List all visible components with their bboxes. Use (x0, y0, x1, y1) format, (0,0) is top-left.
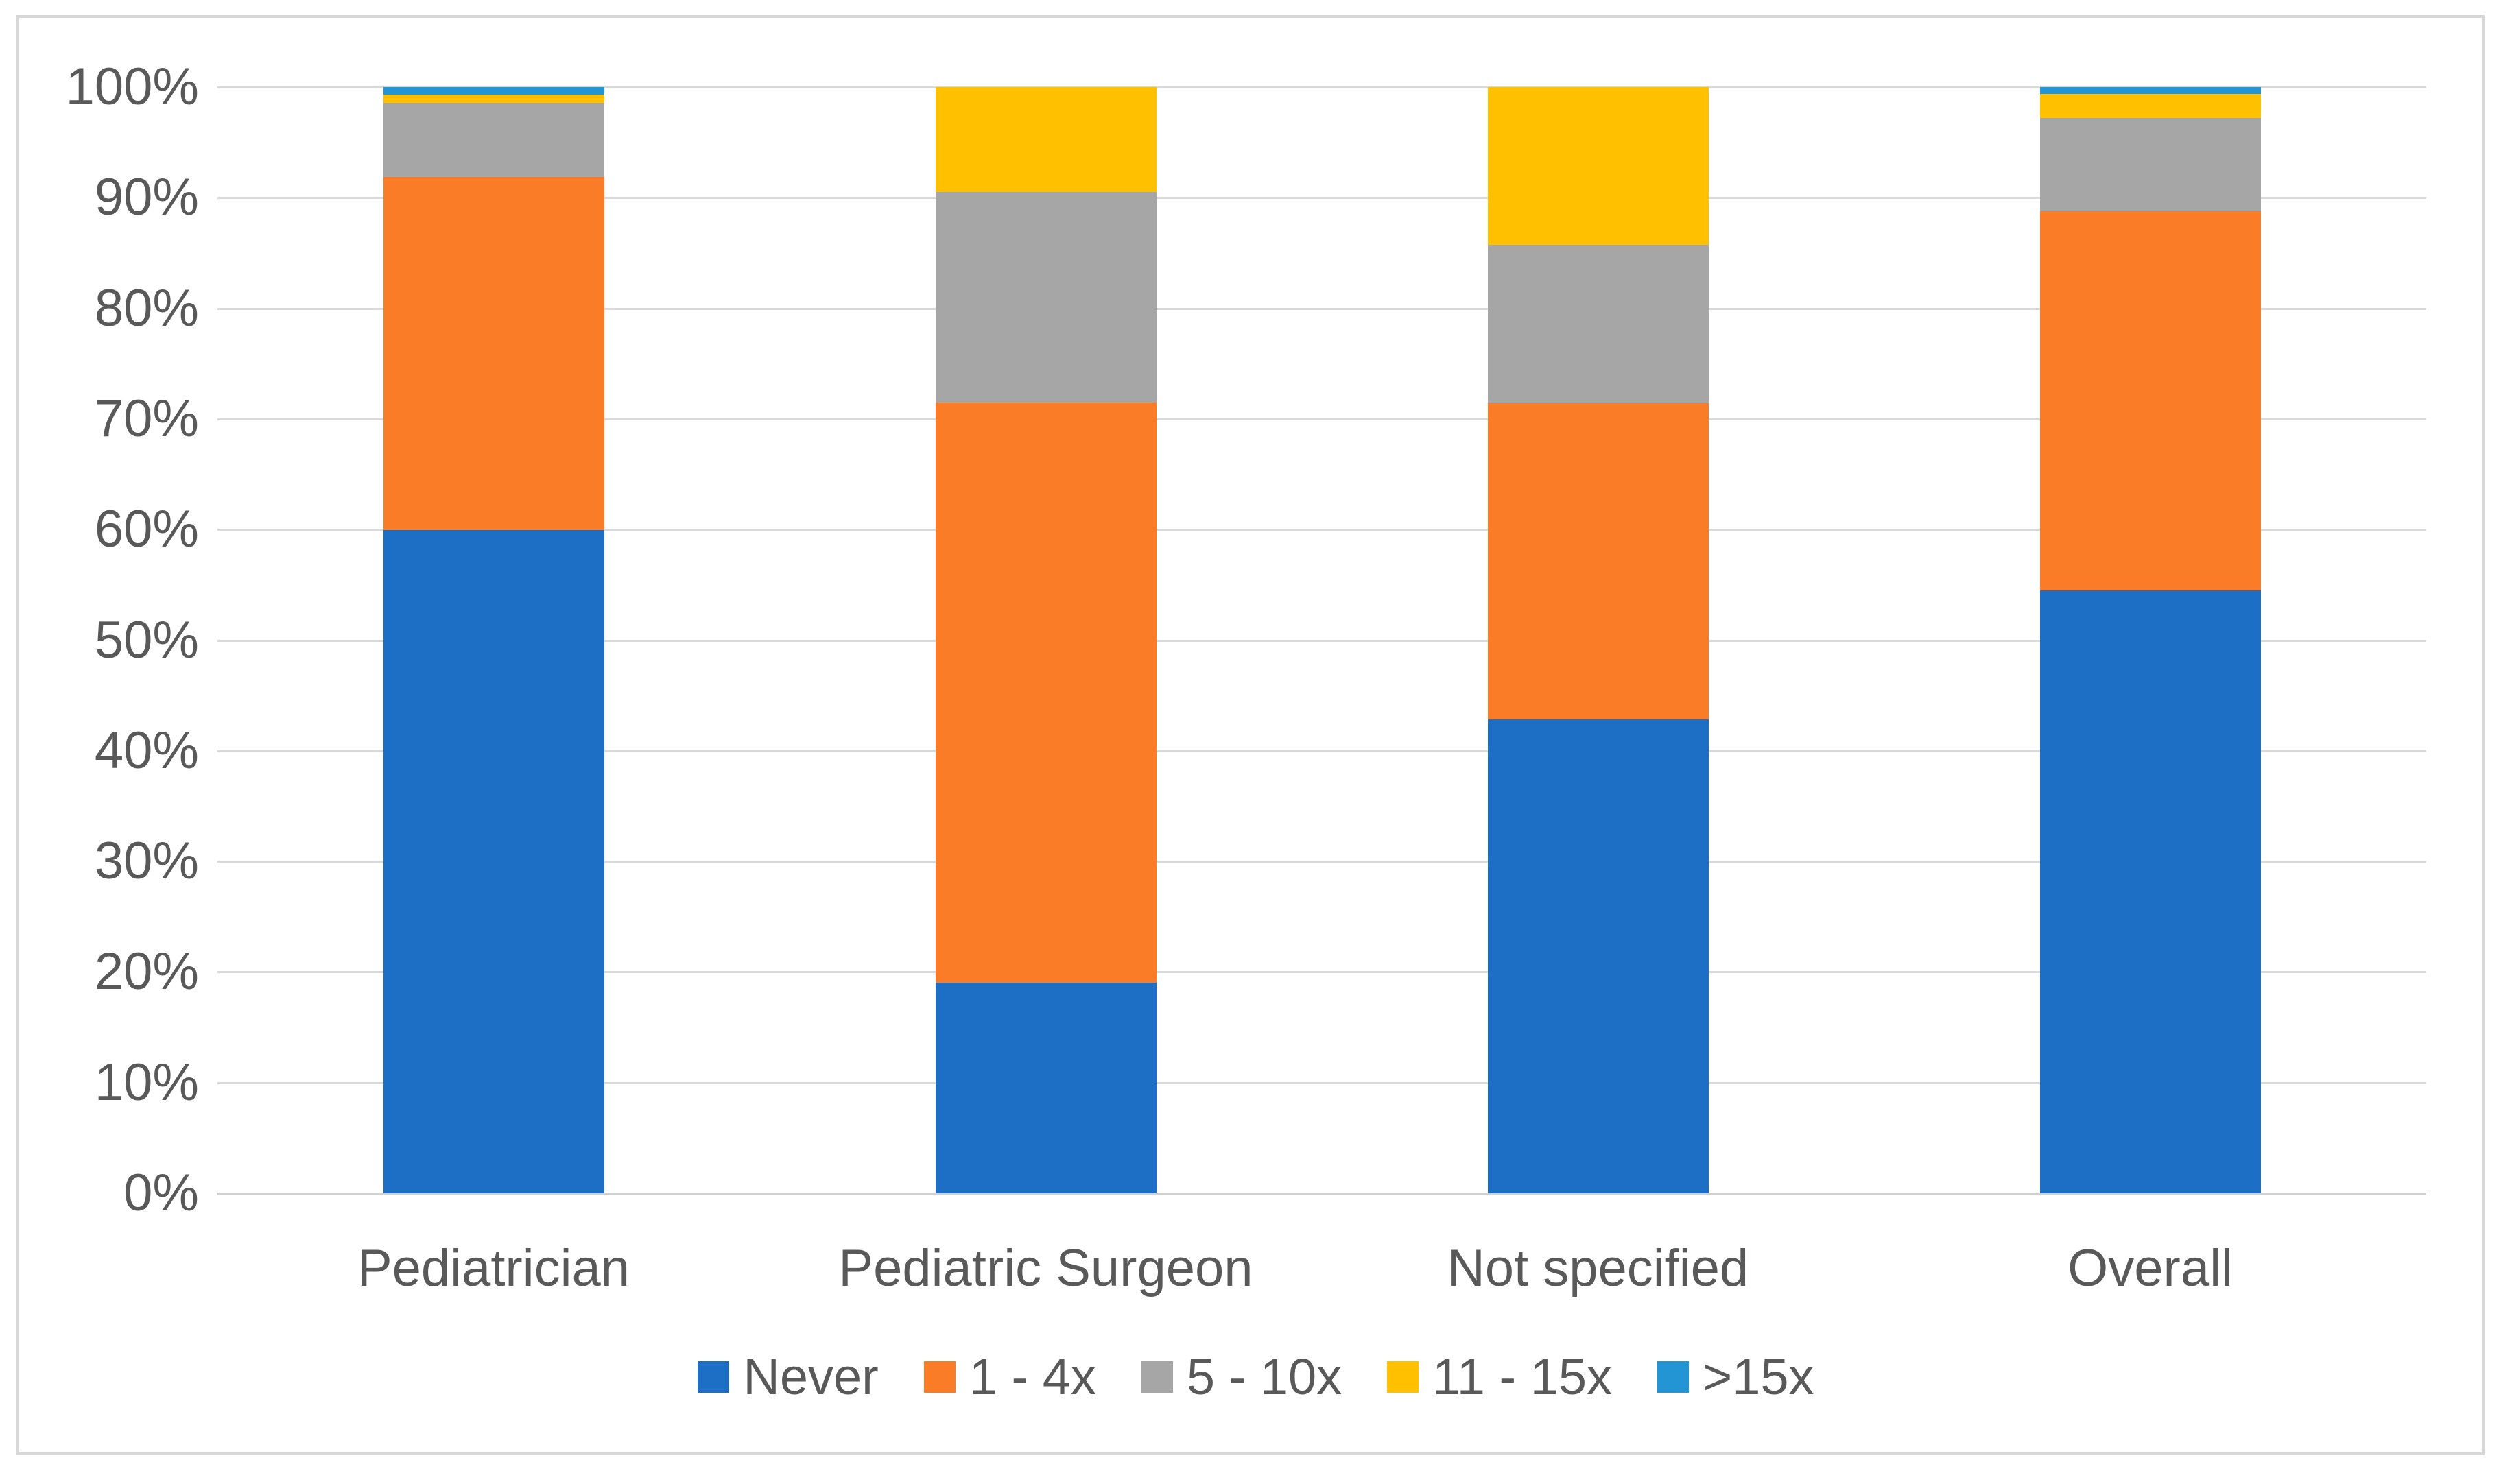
y-tick-label-80: 80% (94, 278, 199, 337)
y-tick-label-90: 90% (94, 168, 199, 227)
legend-marker-never-icon (698, 1361, 730, 1393)
segment-pediatrician-11-15x (383, 95, 604, 103)
legend-marker-5-10x-icon (1141, 1361, 1173, 1393)
legend-label-1-4x: 1 - 4x (969, 1348, 1096, 1405)
segment-overall-never (2039, 590, 2261, 1193)
y-tick-label-50: 50% (94, 610, 199, 669)
bar-pediatrician (383, 87, 604, 1193)
gridline-100 (217, 86, 2426, 88)
y-tick-label-0: 0% (123, 1164, 199, 1222)
bar-overall (2039, 87, 2261, 1193)
gridline-40 (217, 750, 2426, 752)
segment-pediatrician-5-10x (383, 102, 604, 177)
segment-not-specified-1-4x (1487, 403, 1709, 719)
gridline-30 (217, 861, 2426, 863)
legend-label-5-10x: 5 - 10x (1186, 1348, 1342, 1405)
legend-item-never: Never (698, 1345, 879, 1409)
segment-not-specified-5-10x (1487, 245, 1709, 403)
segment-overall-11-15x (2039, 93, 2261, 119)
gridline-70 (217, 418, 2426, 420)
legend-label-never: Never (743, 1348, 879, 1405)
segment-not-specified-11-15x (1487, 87, 1709, 246)
y-tick-label-100: 100% (65, 58, 199, 116)
segment-not-specified-never (1487, 719, 1709, 1193)
legend-marker-11-15x-icon (1387, 1361, 1419, 1393)
legend-marker-1-4x-icon (923, 1361, 956, 1393)
segment-pediatric-surgeon-5-10x (935, 192, 1157, 403)
x-category-label-pediatric-surgeon: Pediatric Surgeon (838, 1239, 1253, 1297)
segment-overall-5-10x (2039, 118, 2261, 211)
x-category-label-not-specified: Not specified (1447, 1239, 1749, 1297)
segment-overall-1-4x (2039, 211, 2261, 590)
y-tick-label-70: 70% (94, 389, 199, 448)
segment-overall-15x (2039, 87, 2261, 94)
y-tick-label-60: 60% (94, 500, 199, 559)
legend-item-15x: >15x (1657, 1345, 1814, 1409)
x-axis-category-labels: Pediatrician Pediatric Surgeon Not specifi… (217, 1231, 2426, 1306)
x-category-label-pediatrician: Pediatrician (357, 1239, 630, 1297)
legend-label-15x: >15x (1703, 1348, 1814, 1405)
gridline-60 (217, 529, 2426, 531)
x-axis-line (217, 1193, 2426, 1195)
bar-pediatric-surgeon (935, 87, 1157, 1193)
x-category-label-overall: Overall (2067, 1239, 2233, 1297)
plot-area (217, 86, 2426, 1195)
y-tick-label-20: 20% (94, 942, 199, 1001)
bar-not-specified (1487, 87, 1709, 1193)
legend-marker-15x-icon (1657, 1361, 1690, 1393)
gridline-20 (217, 971, 2426, 974)
segment-pediatrician-never (383, 530, 604, 1193)
gridline-10 (217, 1081, 2426, 1084)
y-axis-tick-labels: 0% 10% 20% 30% 40% 50% 60% 70% 80% 90% 100% (0, 0, 199, 1484)
gridline-90 (217, 197, 2426, 200)
legend-item-5-10x: 5 - 10x (1141, 1345, 1342, 1409)
segment-pediatric-surgeon-never (935, 983, 1157, 1193)
legend-item-1-4x: 1 - 4x (923, 1345, 1096, 1409)
y-tick-label-30: 30% (94, 832, 199, 891)
segment-pediatric-surgeon-1-4x (935, 403, 1157, 983)
gridline-80 (217, 307, 2426, 310)
legend-label-11-15x: 11 - 15x (1432, 1348, 1613, 1405)
y-tick-label-40: 40% (94, 721, 199, 780)
segment-pediatrician-1-4x (383, 176, 604, 531)
gridline-50 (217, 639, 2426, 642)
y-tick-label-10: 10% (94, 1053, 199, 1112)
segment-pediatric-surgeon-11-15x (935, 87, 1157, 193)
legend-item-11-15x: 11 - 15x (1387, 1345, 1612, 1409)
segment-pediatrician-15x (383, 87, 604, 95)
legend: Never 1 - 4x 5 - 10x 11 - 15x >15x (0, 1345, 2512, 1409)
